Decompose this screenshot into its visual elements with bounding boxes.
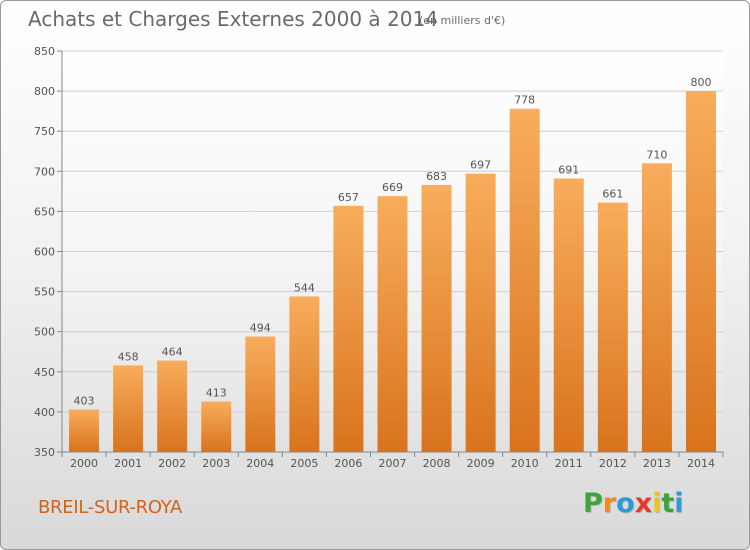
bar-2013	[641, 163, 672, 452]
data-label: 413	[206, 386, 227, 399]
bar-2002	[157, 360, 188, 452]
y-tick-label: 600	[34, 246, 55, 259]
y-tick-label: 400	[34, 406, 55, 419]
logo-letter: x	[634, 488, 653, 519]
bar-2009	[465, 173, 496, 452]
chart-subtitle: (en milliers d'€)	[419, 14, 506, 27]
y-tick-label: 850	[34, 45, 55, 58]
data-label: 697	[470, 159, 491, 172]
bar-2000	[69, 409, 100, 452]
bar-2005	[289, 296, 320, 452]
x-tick-label: 2010	[511, 457, 539, 470]
data-labels: 403 458 464 413 494 544 657 669 683 697 778 691 661 7…	[74, 76, 712, 407]
data-label: 657	[338, 191, 359, 204]
data-label: 800	[690, 76, 711, 89]
bar-2003	[201, 401, 232, 452]
logo-letter: r	[602, 488, 617, 519]
x-tick-label: 2000	[70, 457, 98, 470]
x-tick-label: 2006	[334, 457, 362, 470]
logo-letter: i	[674, 488, 684, 519]
x-tick-label: 2003	[202, 457, 230, 470]
bar-2007	[377, 196, 408, 452]
bar-2011	[553, 178, 584, 452]
chart-title: Achats et Charges Externes 2000 à 2014	[28, 7, 438, 31]
axes: 350 400 450 500 550 600 650 700 750 800 850 2000 200…	[34, 45, 724, 470]
x-tick-label: 2014	[687, 457, 715, 470]
data-label: 464	[162, 346, 183, 359]
y-tick-label: 550	[34, 286, 55, 299]
data-label: 403	[74, 394, 95, 407]
data-label: 544	[294, 281, 315, 294]
bar-2008	[421, 184, 452, 452]
logo-letter: o	[616, 488, 635, 519]
bar-2004	[245, 336, 276, 452]
bar-2006	[333, 205, 364, 452]
data-label: 710	[646, 148, 667, 161]
x-tick-label: 2004	[246, 457, 274, 470]
x-tick-label: 2007	[379, 457, 407, 470]
y-tick-label: 750	[34, 125, 55, 138]
logo-letter: P	[583, 488, 603, 519]
bars	[69, 91, 716, 452]
y-tick-label: 500	[34, 326, 55, 339]
bar-2001	[113, 365, 144, 452]
x-tick-label: 2009	[467, 457, 495, 470]
logo-letter: t	[661, 488, 675, 519]
data-label: 778	[514, 94, 535, 107]
data-label: 494	[250, 322, 271, 335]
x-tick-label: 2002	[158, 457, 186, 470]
y-tick-label: 700	[34, 165, 55, 178]
commune-name: BREIL-SUR-ROYA	[38, 497, 183, 518]
x-tick-label: 2008	[423, 457, 451, 470]
y-tick-label: 800	[34, 85, 55, 98]
logo-letter: i	[652, 488, 662, 519]
y-tick-label: 650	[34, 205, 55, 218]
x-tick-label: 2012	[599, 457, 627, 470]
proxiti-logo[interactable]: Proxiti	[583, 488, 684, 519]
x-tick-label: 2005	[290, 457, 318, 470]
bar-2012	[597, 202, 628, 452]
x-tick-label: 2001	[114, 457, 142, 470]
data-label: 669	[382, 181, 403, 194]
data-label: 691	[558, 164, 579, 177]
y-tick-label: 350	[34, 446, 55, 459]
y-tick-label: 450	[34, 366, 55, 379]
x-tick-label: 2011	[555, 457, 583, 470]
data-label: 661	[602, 188, 623, 201]
data-label: 683	[426, 170, 447, 183]
x-tick-label: 2013	[643, 457, 671, 470]
data-label: 458	[118, 350, 139, 363]
bar-2014	[685, 91, 716, 452]
bar-2010	[509, 108, 540, 452]
